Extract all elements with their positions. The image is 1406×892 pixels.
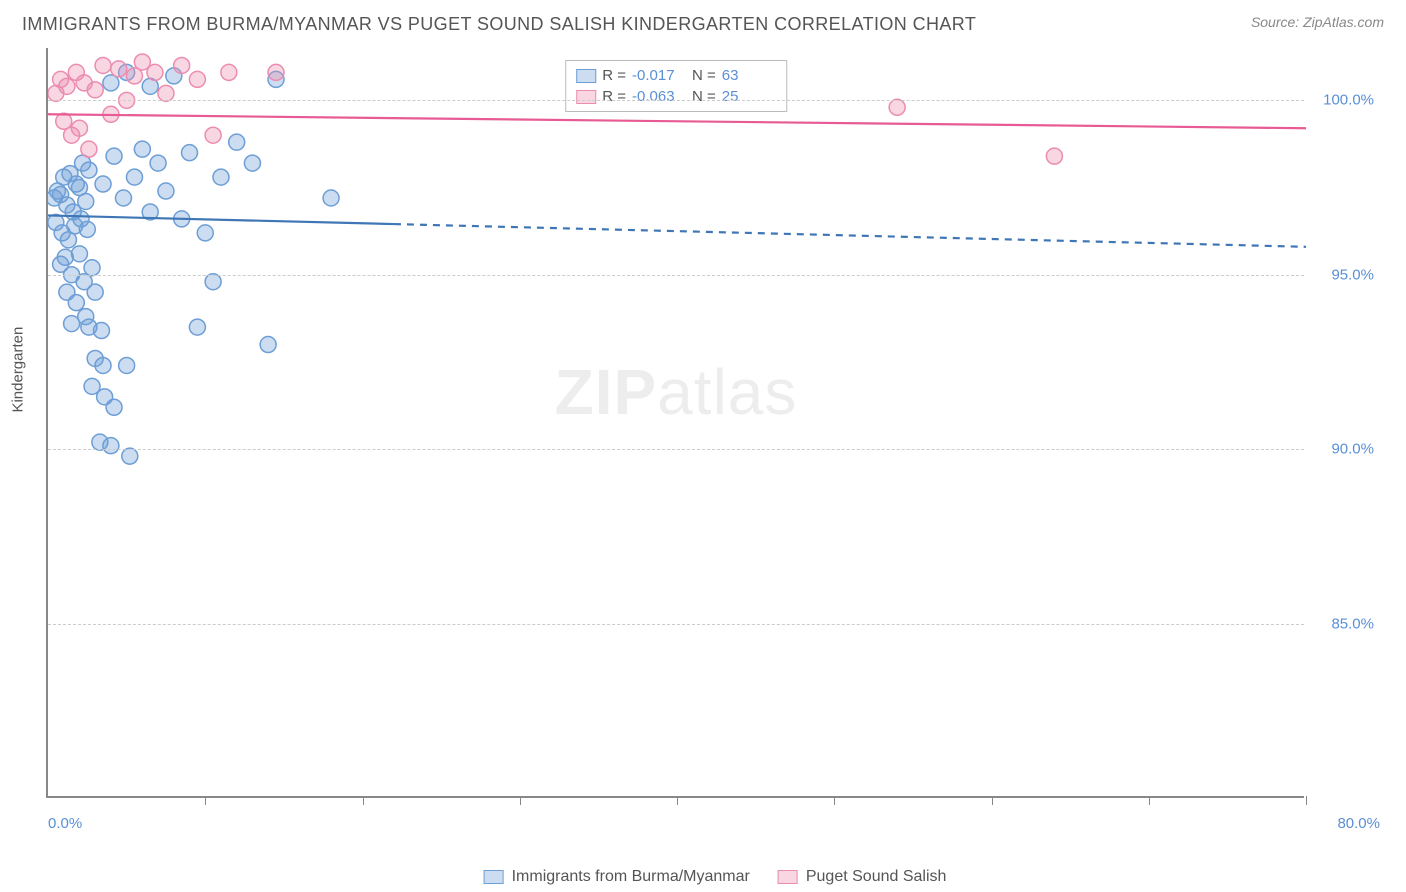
data-point — [79, 221, 95, 237]
data-point — [260, 337, 276, 353]
data-point — [95, 57, 111, 73]
data-point — [221, 64, 237, 80]
data-point — [81, 141, 97, 157]
data-point — [122, 448, 138, 464]
x-tick — [363, 796, 364, 805]
scatter-plot: ZIPatlas R =-0.017N =63R =-0.063N =25 85… — [46, 48, 1304, 798]
data-point — [106, 148, 122, 164]
legend-label: Immigrants from Burma/Myanmar — [512, 868, 750, 886]
plot-svg — [48, 48, 1306, 798]
data-point — [126, 169, 142, 185]
data-point — [71, 120, 87, 136]
data-point — [78, 193, 94, 209]
data-point — [111, 61, 127, 77]
chart-container: Kindergarten ZIPatlas R =-0.017N =63R =-… — [46, 48, 1384, 846]
data-point — [103, 438, 119, 454]
data-point — [1046, 148, 1062, 164]
regression-line — [48, 114, 1306, 128]
series-legend: Immigrants from Burma/Myanmar Puget Sound… — [484, 868, 947, 886]
header: IMMIGRANTS FROM BURMA/MYANMAR VS PUGET S… — [0, 0, 1406, 37]
x-tick — [205, 796, 206, 805]
gridline — [48, 624, 1304, 625]
x-tick — [1149, 796, 1150, 805]
gridline — [48, 449, 1304, 450]
data-point — [158, 85, 174, 101]
data-point — [87, 284, 103, 300]
source-attribution: Source: ZipAtlas.com — [1251, 14, 1384, 30]
regression-line-dashed — [394, 224, 1306, 247]
data-point — [205, 274, 221, 290]
x-tick — [677, 796, 678, 805]
data-point — [205, 127, 221, 143]
y-tick-label: 85.0% — [1314, 615, 1374, 632]
data-point — [95, 176, 111, 192]
x-min-label: 0.0% — [48, 815, 82, 832]
data-point — [81, 162, 97, 178]
data-point — [189, 71, 205, 87]
data-point — [95, 357, 111, 373]
data-point — [68, 295, 84, 311]
data-point — [323, 190, 339, 206]
data-point — [134, 141, 150, 157]
data-point — [889, 99, 905, 115]
data-point — [119, 357, 135, 373]
data-point — [244, 155, 260, 171]
x-tick — [1306, 796, 1307, 805]
data-point — [106, 399, 122, 415]
y-tick-label: 90.0% — [1314, 441, 1374, 458]
data-point — [189, 319, 205, 335]
data-point — [197, 225, 213, 241]
regression-line — [48, 215, 394, 224]
data-point — [182, 145, 198, 161]
legend-item: Puget Sound Salish — [778, 868, 947, 886]
data-point — [150, 155, 166, 171]
x-tick — [834, 796, 835, 805]
legend-swatch — [778, 870, 798, 884]
y-tick-label: 95.0% — [1314, 266, 1374, 283]
chart-title: IMMIGRANTS FROM BURMA/MYANMAR VS PUGET S… — [22, 14, 976, 35]
y-tick-label: 100.0% — [1314, 92, 1374, 109]
x-tick — [520, 796, 521, 805]
y-axis-label: Kindergarten — [10, 327, 27, 413]
legend-swatch — [484, 870, 504, 884]
data-point — [158, 183, 174, 199]
x-max-label: 80.0% — [1337, 815, 1380, 832]
data-point — [147, 64, 163, 80]
gridline — [48, 100, 1304, 101]
data-point — [59, 78, 75, 94]
data-point — [87, 82, 103, 98]
data-point — [174, 57, 190, 73]
data-point — [57, 249, 73, 265]
data-point — [229, 134, 245, 150]
legend-label: Puget Sound Salish — [806, 868, 947, 886]
x-tick — [992, 796, 993, 805]
legend-item: Immigrants from Burma/Myanmar — [484, 868, 750, 886]
data-point — [93, 323, 109, 339]
data-point — [213, 169, 229, 185]
data-point — [115, 190, 131, 206]
gridline — [48, 275, 1304, 276]
data-point — [71, 246, 87, 262]
data-point — [268, 64, 284, 80]
